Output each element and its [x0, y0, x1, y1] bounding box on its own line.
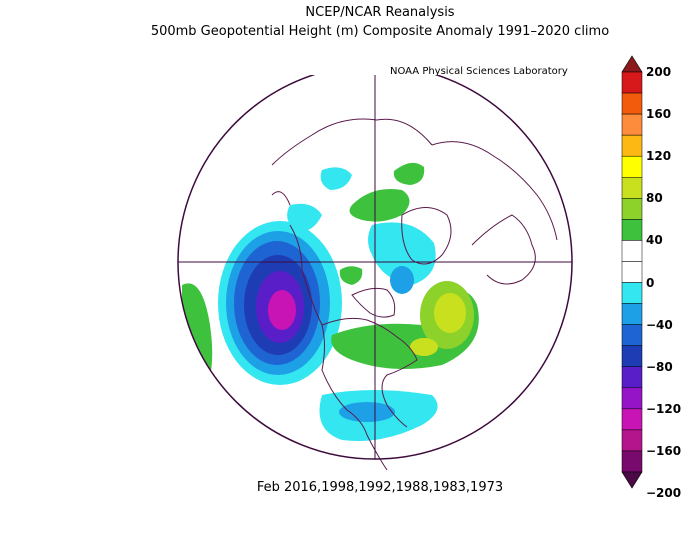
map-boundary [177, 75, 573, 460]
siberia-positive [349, 189, 410, 222]
colorbar-segment [621, 408, 643, 431]
gulf-negative-core [339, 402, 395, 422]
credit-label: NOAA Physical Sciences Laboratory [390, 66, 568, 77]
colorbar-segment [621, 387, 643, 410]
colorbar-segment [621, 92, 643, 115]
colorbar-label: −40 [646, 317, 673, 332]
colorbar-label: −200 [646, 486, 682, 501]
colorbar-label: −80 [646, 359, 673, 374]
colorbar-segment [621, 113, 643, 136]
coastlines [271, 118, 558, 471]
colorbar-arrow-bottom [621, 471, 643, 489]
colorbar-arrow-top [621, 55, 643, 73]
colorbar-segment [621, 240, 643, 262]
colorbar-label: 160 [646, 107, 672, 122]
colorbar-label: −120 [646, 401, 682, 416]
colorbar-label: 0 [646, 275, 655, 290]
arctic-positive [393, 162, 425, 185]
colorbar-segment [621, 177, 643, 199]
colorbar-segment [621, 324, 643, 346]
title-line-1: NCEP/NCAR Reanalysis [305, 5, 455, 20]
colorbar-segment [621, 345, 643, 367]
colorbar-label: 120 [646, 149, 672, 164]
colorbar-segment [621, 282, 643, 304]
colorbar-segment [621, 303, 643, 325]
colorbar-label: 80 [646, 191, 663, 206]
colorbar-segment [621, 261, 643, 283]
colorbar-segment [621, 71, 643, 94]
hudson-positive [339, 266, 363, 285]
colorbar-segment [621, 450, 643, 473]
title-line-2: 500mb Geopotential Height (m) Composite … [150, 24, 610, 39]
labrador-negative [390, 266, 414, 294]
colorbar-label: 200 [646, 65, 672, 79]
colorbar-label: 40 [646, 233, 663, 248]
colorbar-segment [621, 366, 643, 389]
colorbar [621, 55, 643, 489]
polar-map [177, 75, 573, 471]
colorbar-segment [621, 134, 643, 157]
colorbar-segment [621, 219, 643, 241]
high-arctic-negative [287, 203, 322, 231]
atlantic-ridge-anomaly [331, 281, 479, 369]
colorbar-segment [621, 155, 643, 178]
arctic-negative [320, 167, 352, 190]
caption: Feb 2016,1998,1992,1988,1983,1973 [256, 480, 504, 495]
colorbar-segment [621, 198, 643, 220]
colorbar-segment [621, 429, 643, 452]
greenland-negative [368, 222, 436, 285]
colorbar-label: −160 [646, 443, 682, 458]
